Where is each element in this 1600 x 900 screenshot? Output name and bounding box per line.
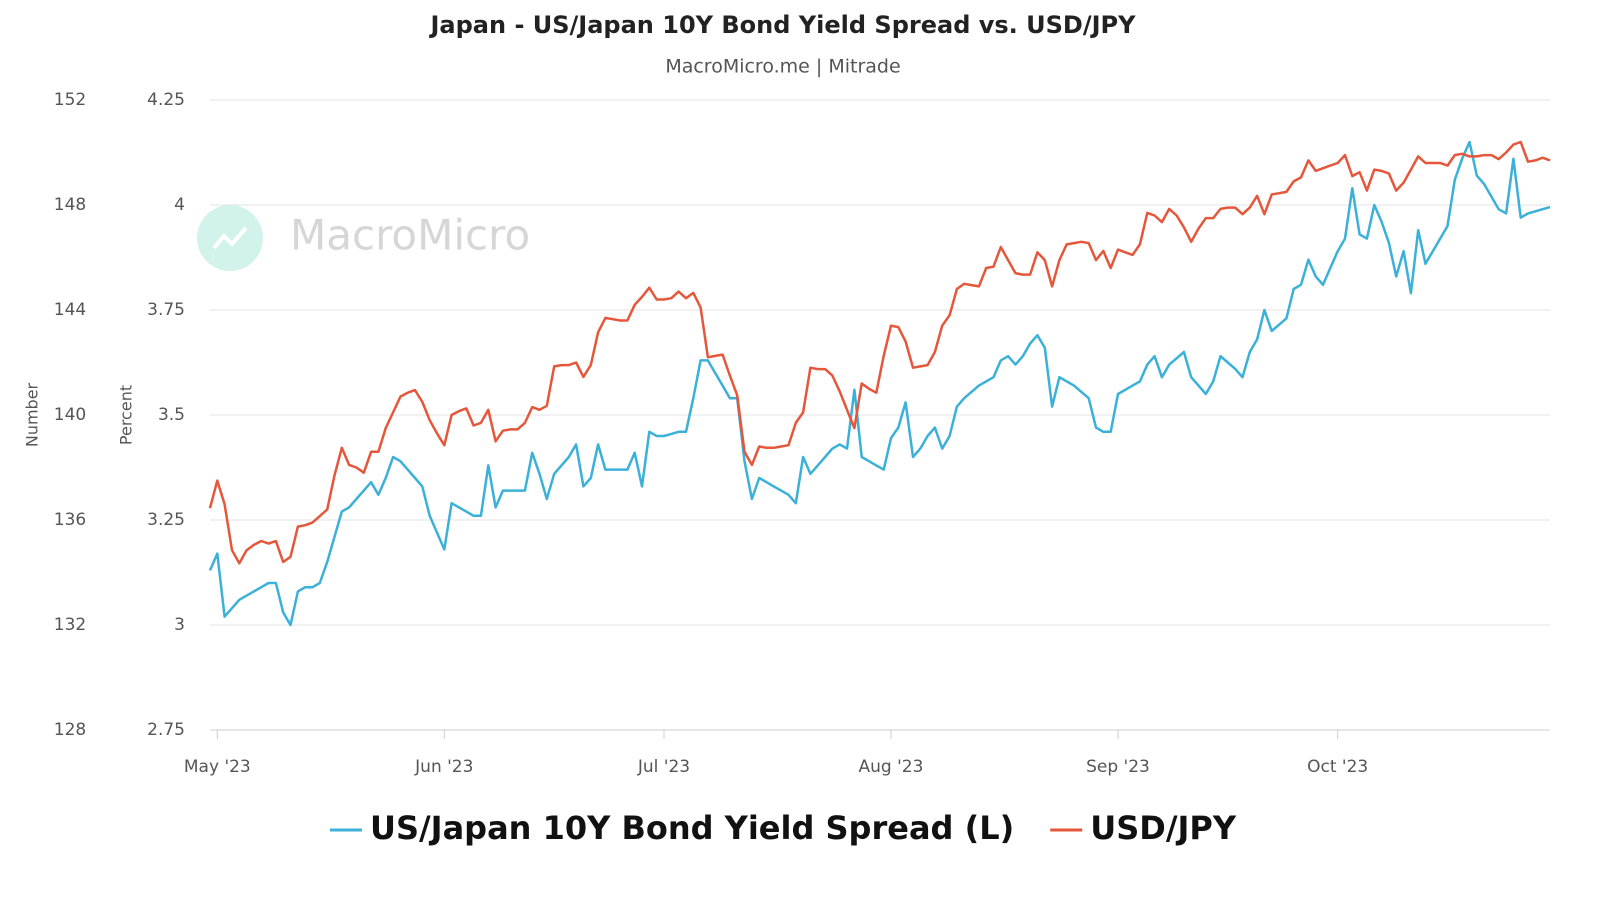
y2-tick-label: 144 xyxy=(54,300,86,320)
x-tick-label: Jun '23 xyxy=(414,757,473,777)
y2-tick-label: 128 xyxy=(54,720,86,740)
x-tick-label: Sep '23 xyxy=(1086,757,1150,777)
watermark: MacroMicro xyxy=(290,211,530,260)
series-line xyxy=(208,140,1551,627)
y-tick-label: 3.75 xyxy=(147,300,185,320)
y-tick-label: 3.25 xyxy=(147,510,185,530)
y-tick-label: 3 xyxy=(174,615,185,635)
y-axis-title: Percent xyxy=(117,385,136,445)
chart-subtitle: MacroMicro.me | Mitrade xyxy=(665,56,900,78)
y2-tick-label: 136 xyxy=(54,510,86,530)
y2-tick-label: 148 xyxy=(54,195,86,215)
x-tick-label: Aug '23 xyxy=(859,757,924,777)
y-tick-label: 3.5 xyxy=(158,405,185,425)
y2-axis-title: Number xyxy=(23,382,42,447)
x-tick-label: May '23 xyxy=(184,757,251,777)
y-tick-label: 4.25 xyxy=(147,90,185,110)
legend-label: USD/JPY xyxy=(1090,809,1237,847)
legend-label: US/Japan 10Y Bond Yield Spread (L) xyxy=(370,809,1014,847)
watermark-logo xyxy=(197,205,263,271)
y2-tick-label: 132 xyxy=(54,615,86,635)
y2-tick-label: 140 xyxy=(54,405,86,425)
y-tick-label: 4 xyxy=(174,195,185,215)
chart-title: Japan - US/Japan 10Y Bond Yield Spread v… xyxy=(429,11,1137,39)
x-tick-label: Oct '23 xyxy=(1307,757,1368,777)
series-line xyxy=(208,140,1551,565)
y-tick-label: 2.75 xyxy=(147,720,185,740)
x-tick-label: Jul '23 xyxy=(637,757,690,777)
y2-tick-label: 152 xyxy=(54,90,86,110)
